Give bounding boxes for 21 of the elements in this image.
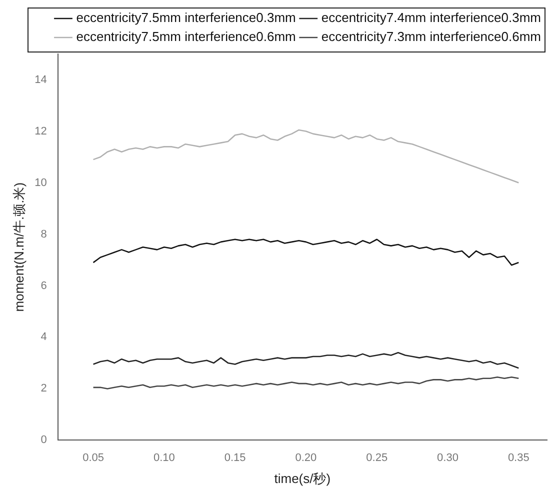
legend-label: eccentricity7.3mm interferience0.6mm [321, 29, 542, 44]
y-tick-label: 8 [40, 228, 47, 240]
x-tick-label: 0.05 [82, 452, 104, 464]
y-tick-label: 14 [34, 74, 47, 86]
y-tick-label: 6 [40, 280, 47, 292]
legend-label: eccentricity7.5mm interferience0.6mm [76, 29, 296, 44]
y-tick-label: 4 [40, 331, 47, 344]
y-tick-label: 12 [34, 125, 47, 138]
legend-label: eccentricity7.5mm interferience0.3mm [76, 10, 296, 26]
x-axis-title: time(s/秒) [274, 470, 331, 486]
x-tick-label: 0.25 [366, 452, 388, 464]
y-tick-label: 10 [34, 176, 47, 189]
x-tick-label: 0.35 [508, 452, 530, 464]
legend-label: eccentricity7.4mm interferience0.3mm [321, 10, 542, 26]
y-tick-label: 0 [40, 434, 47, 446]
x-tick-label: 0.20 [295, 452, 317, 464]
y-axis-title: moment(N.m/牛.顿.米) [11, 182, 26, 312]
x-tick-label: 0.15 [224, 452, 246, 464]
x-tick-label: 0.30 [437, 452, 458, 464]
y-tick-label: 2 [40, 382, 47, 395]
x-tick-label: 0.10 [153, 452, 175, 464]
